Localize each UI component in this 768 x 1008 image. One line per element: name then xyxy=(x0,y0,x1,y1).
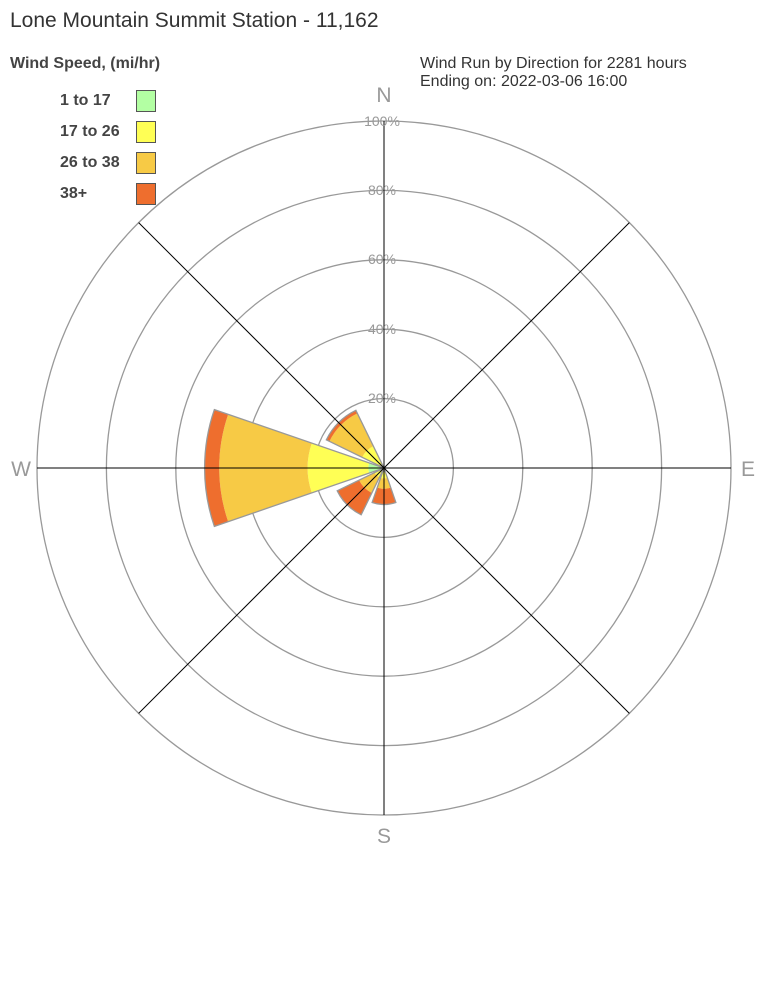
petal-segment xyxy=(337,480,372,515)
petal-segment xyxy=(368,462,384,474)
subtitle-line-1: Wind Run by Direction for 2281 hours xyxy=(420,55,687,72)
petal-segment xyxy=(359,472,380,493)
petal-segment xyxy=(329,413,374,458)
petal-segment xyxy=(307,443,370,493)
compass-label-w: W xyxy=(11,458,31,481)
grid-ring xyxy=(244,328,524,608)
petal-segment xyxy=(380,468,384,472)
legend-swatch xyxy=(136,183,156,205)
legend-label: 17 to 26 xyxy=(60,123,120,140)
compass-label-n: N xyxy=(376,84,392,107)
legend-label: 38+ xyxy=(60,185,88,202)
chart-subtitle: Wind Run by Direction for 2281 hours End… xyxy=(420,55,687,91)
petal-outline xyxy=(371,466,397,506)
petal-outline xyxy=(336,466,386,516)
chart-title: Lone Mountain Summit Station - 11,162 xyxy=(10,9,379,32)
axis-line xyxy=(138,222,630,714)
petal-segment xyxy=(374,469,383,478)
radial-tick-label: 100% xyxy=(364,113,400,129)
legend-label: 26 to 38 xyxy=(60,154,120,171)
petal-outline xyxy=(325,409,386,470)
radial-tick-label: 60% xyxy=(367,251,397,267)
axis-line xyxy=(138,222,630,714)
petal-segment xyxy=(372,487,396,505)
compass-label-e: E xyxy=(740,458,755,481)
petal-outline xyxy=(204,408,386,528)
legend-label: 1 to 17 xyxy=(60,92,111,109)
legend-swatch xyxy=(136,90,156,112)
petal-segment xyxy=(380,464,384,468)
legend-title: Wind Speed, (mi/hr) xyxy=(10,55,161,72)
petal-segment xyxy=(326,410,358,442)
petal-segment xyxy=(377,477,391,489)
legend-swatch xyxy=(136,121,156,143)
grid-ring xyxy=(313,397,455,539)
petal-segment xyxy=(219,414,312,522)
radial-tick-label: 40% xyxy=(367,321,397,337)
radial-tick-label: 20% xyxy=(367,390,397,406)
petal-segment xyxy=(380,471,388,479)
legend-swatch xyxy=(136,152,156,174)
petal-segment xyxy=(382,468,386,472)
petal-segment xyxy=(362,446,383,467)
petal-segment xyxy=(204,409,229,527)
grid-ring xyxy=(105,189,663,747)
grid-ring xyxy=(36,120,732,816)
radial-tick-label: 80% xyxy=(367,182,397,198)
compass-label-s: S xyxy=(376,825,391,848)
subtitle-line-2: Ending on: 2022-03-06 16:00 xyxy=(420,73,628,90)
